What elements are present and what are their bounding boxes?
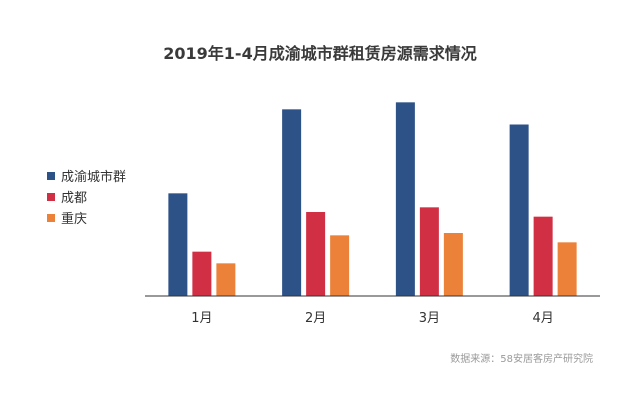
- chart-title: 2019年1-4月成渝城市群租赁房源需求情况: [163, 44, 476, 63]
- x-tick-label-2: 3月: [419, 311, 440, 326]
- bar-1-1: [306, 212, 326, 296]
- bar-0-0: [168, 193, 188, 296]
- bars: [168, 102, 577, 296]
- bar-3-2: [557, 242, 577, 296]
- bar-3-1: [533, 216, 553, 296]
- bar-3-0: [509, 124, 529, 296]
- bar-2-2: [443, 233, 463, 296]
- bar-0-1: [192, 251, 212, 296]
- legend-label-0: 成渝城市群: [61, 169, 126, 185]
- bar-2-0: [395, 102, 415, 296]
- bar-1-2: [330, 235, 350, 296]
- bar-2-1: [419, 207, 439, 296]
- x-tick-label-3: 4月: [532, 311, 553, 326]
- data-source-note: 数据来源：58安居客房产研究院: [450, 352, 593, 365]
- legend-swatch-0: [47, 172, 55, 180]
- bar-1-0: [282, 109, 302, 296]
- legend-label-1: 成都: [61, 191, 87, 206]
- legend-label-2: 重庆: [61, 211, 87, 227]
- x-tick-label-0: 1月: [191, 311, 212, 326]
- legend-swatch-2: [47, 214, 55, 222]
- bar-0-2: [216, 263, 236, 296]
- legend-swatch-1: [47, 193, 55, 201]
- x-tick-label-1: 2月: [305, 311, 326, 326]
- x-tick-labels: 1月 2月 3月 4月: [191, 311, 554, 326]
